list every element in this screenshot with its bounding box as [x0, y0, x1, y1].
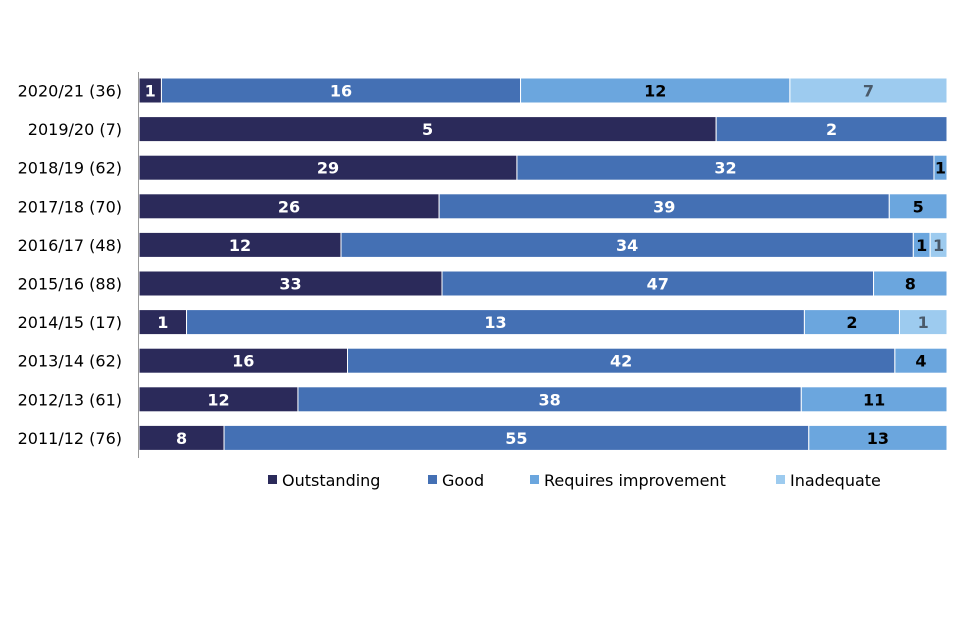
data-label: 2: [826, 120, 837, 139]
bar-segment: [929, 231, 948, 258]
category-label: 2012/13 (61): [18, 390, 122, 409]
data-label: 12: [229, 236, 251, 255]
data-label: 1: [935, 159, 946, 178]
data-label: 32: [714, 159, 736, 178]
data-label: 55: [505, 429, 527, 448]
data-label: 1: [933, 236, 944, 255]
bar-segment: [441, 270, 875, 297]
bar-segment: [347, 347, 896, 374]
data-label: 16: [330, 82, 352, 101]
bar-segment: [800, 386, 948, 413]
data-label: 13: [484, 313, 506, 332]
legend-swatch: [428, 475, 437, 484]
bar-segment: [520, 77, 791, 104]
category-label: 2015/16 (88): [18, 275, 122, 294]
category-label: 2016/17 (48): [18, 236, 122, 255]
data-label: 1: [916, 236, 927, 255]
data-label: 34: [616, 236, 638, 255]
data-label: 42: [610, 352, 632, 371]
data-label: 12: [207, 390, 229, 409]
data-label: 16: [232, 352, 254, 371]
category-label: 2017/18 (70): [18, 197, 122, 216]
legend-label: Requires improvement: [544, 471, 726, 490]
data-label: 1: [157, 313, 168, 332]
data-label: 26: [278, 197, 300, 216]
data-label: 12: [644, 82, 666, 101]
data-label: 39: [653, 197, 675, 216]
bar-segment: [138, 193, 440, 220]
data-label: 5: [422, 120, 433, 139]
bar-segment: [933, 154, 948, 181]
category-labels: 2020/21 (36) 2019/20 (7) 2018/19 (62) 2017/…: [18, 82, 122, 448]
bar-segment: [297, 386, 802, 413]
bar-segment: [138, 116, 717, 143]
bar-segment: [715, 116, 948, 143]
bar-segment: [138, 231, 342, 258]
category-label: 2018/19 (62): [18, 159, 122, 178]
legend-label: Outstanding: [282, 471, 380, 490]
data-label: 7: [863, 82, 874, 101]
legend-swatch: [268, 475, 277, 484]
data-label: 11: [863, 390, 885, 409]
data-label: 8: [176, 429, 187, 448]
data-label: 47: [647, 275, 669, 294]
bar-segment: [803, 309, 900, 336]
bar-segment: [138, 154, 518, 181]
data-label: 33: [279, 275, 301, 294]
bar-segment: [340, 231, 914, 258]
bar-segment: [888, 193, 948, 220]
legend-label: Good: [442, 471, 484, 490]
bar-segment: [894, 347, 948, 374]
data-label: 38: [538, 390, 560, 409]
legend-swatch: [776, 475, 785, 484]
category-label: 2019/20 (7): [28, 120, 122, 139]
bar-segment: [138, 347, 349, 374]
legend: Outstanding Good Requires improvement Inade…: [268, 471, 881, 490]
data-label: 1: [145, 82, 156, 101]
bar-segment: [138, 309, 188, 336]
bars-group: 1 16 12 75 229 32 126 39 512 34 1 133 47 81 13 2 116 42 41…: [138, 77, 948, 451]
category-label: 2011/12 (76): [18, 429, 122, 448]
data-label: 4: [915, 352, 926, 371]
bar-segment: [898, 309, 948, 336]
bar-segment: [138, 270, 443, 297]
category-label: 2013/14 (62): [18, 352, 122, 371]
bar-segment: [438, 193, 890, 220]
category-label: 2020/21 (36): [18, 82, 122, 101]
legend-swatch: [530, 475, 539, 484]
bar-segment: [808, 424, 948, 451]
category-label: 2014/15 (17): [18, 313, 122, 332]
bar-segment: [223, 424, 810, 451]
data-label: 5: [913, 197, 924, 216]
bar-segment: [160, 77, 522, 104]
data-label: 2: [846, 313, 857, 332]
data-label: 1: [918, 313, 929, 332]
bar-segment: [186, 309, 805, 336]
bar-segment: [789, 77, 948, 104]
data-label: 29: [317, 159, 339, 178]
legend-label: Inadequate: [790, 471, 881, 490]
data-label: 13: [867, 429, 889, 448]
data-label: 8: [905, 275, 916, 294]
bar-segment: [873, 270, 948, 297]
